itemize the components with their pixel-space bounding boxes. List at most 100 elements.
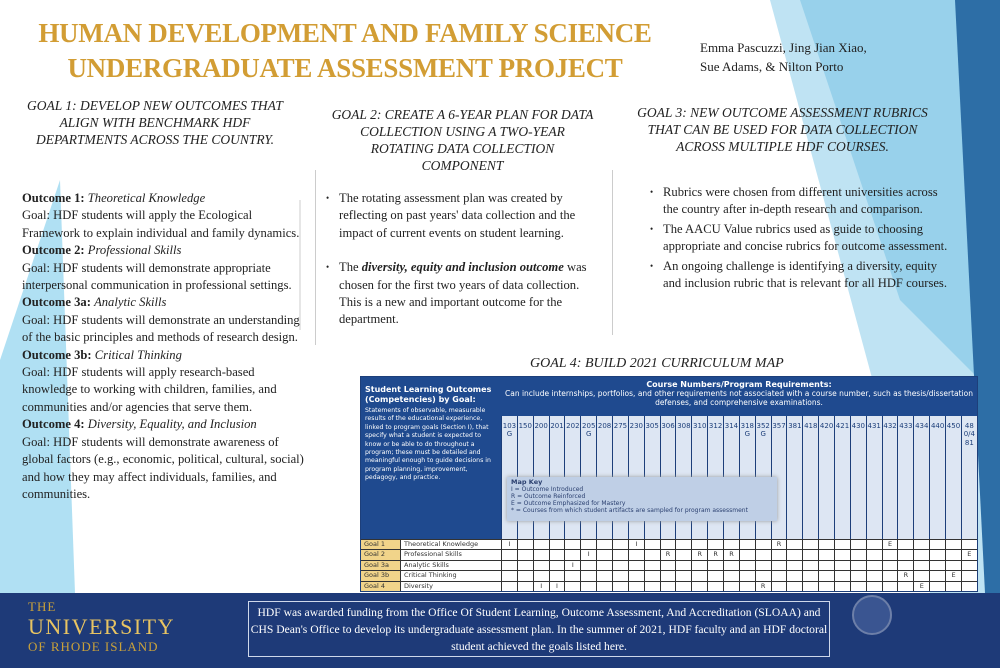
map-cell (913, 550, 929, 560)
map-cell (580, 581, 596, 591)
map-cell: R (659, 550, 676, 560)
course-column-header: 432 (881, 416, 898, 539)
map-cell (627, 550, 644, 560)
table-row: Goal 3b Critical Thinking R E (361, 570, 977, 581)
map-cell (612, 571, 628, 581)
map-cell (580, 540, 596, 550)
map-cell (548, 550, 565, 560)
outcome-goal: Goal: HDF students will demonstrate awar… (22, 434, 304, 501)
map-cell (627, 581, 644, 591)
divider (612, 170, 613, 335)
map-cell (865, 540, 882, 550)
map-cell (707, 581, 723, 591)
map-cell (945, 560, 961, 571)
map-cell: R (754, 581, 771, 591)
map-cell: R (770, 540, 787, 550)
map-cell (913, 560, 929, 571)
outcome-label: Outcome 4: (22, 417, 85, 432)
bullet: Rubrics were chosen from different unive… (650, 184, 950, 219)
map-cell (770, 560, 787, 571)
course-column-header: 421 (834, 416, 850, 539)
map-cell (960, 540, 977, 550)
table-row: Goal 1 Theoretical Knowledge I I R E (361, 539, 977, 550)
map-cell (738, 540, 755, 550)
outcome-name: Professional Skills (404, 550, 462, 559)
map-cell (913, 540, 929, 550)
course-column-header: 434 (913, 416, 929, 539)
map-cell (627, 560, 644, 571)
outcome-name: Theoretical Knowledge (87, 191, 206, 205)
outcome-name: Diversity, Equality, and Inclusion (87, 417, 257, 432)
outcome-item: Outcome 1: Theoretical Knowledge Goal: HD… (22, 190, 307, 242)
map-cell (786, 571, 802, 581)
goal4-heading: Goal 4: Build 2021 Curriculum Map (530, 356, 784, 371)
map-cell (580, 571, 596, 581)
map-cell (849, 540, 866, 550)
map-cell (659, 571, 676, 581)
map-cell (596, 550, 612, 560)
map-cell: I (564, 560, 580, 571)
map-cell (612, 560, 628, 571)
outcome-item: Outcome 3a: Analytic Skills Goal: HDF stu… (22, 294, 307, 346)
divider (315, 170, 316, 345)
map-cell (738, 560, 755, 571)
goal-label: Goal 3b (361, 571, 401, 581)
table-row: Goal 3a Analytic Skills I (361, 559, 977, 571)
map-cell (723, 560, 739, 571)
map-cell (516, 540, 533, 550)
map-cell (501, 560, 517, 571)
map-cell (501, 571, 517, 581)
map-cell (881, 560, 898, 571)
course-column-header: 420 (818, 416, 834, 539)
map-cell (754, 560, 771, 571)
map-cell (596, 581, 612, 591)
map-cell (834, 560, 850, 571)
goal1-heading: Goal 1: Develop new outcomes that align … (27, 98, 283, 147)
map-cell: E (913, 581, 929, 591)
map-cell (564, 540, 580, 550)
course-column-header: 431 (865, 416, 882, 539)
map-cell (707, 571, 723, 581)
map-cell (897, 581, 913, 591)
map-cell (818, 550, 834, 560)
map-cell (516, 581, 533, 591)
map-cell (675, 581, 691, 591)
map-cell (945, 581, 961, 591)
map-cell (643, 540, 660, 550)
bullet: The diversity, equity and inclusion outc… (326, 259, 596, 329)
map-cell (532, 550, 549, 560)
map-cell (548, 571, 565, 581)
map-cell (929, 550, 945, 560)
goal3-bullets: Rubrics were chosen from different unive… (650, 184, 950, 294)
map-cell (548, 560, 565, 571)
map-cell (723, 581, 739, 591)
map-cell (913, 571, 929, 581)
poster-title: HUMAN DEVELOPMENT AND FAMILY SCIENCE UNDE… (38, 18, 652, 83)
map-cell (881, 550, 898, 560)
map-cell (802, 540, 818, 550)
map-cell (945, 540, 961, 550)
goal-label: Goal 1 (361, 540, 401, 550)
map-cell (897, 550, 913, 560)
funding-note: HDF was awarded funding from the Office … (248, 601, 830, 657)
footer: THE UNIVERSITY OF RHODE ISLAND HDF was awa… (0, 593, 1000, 668)
outcome-label: Outcome 3a: (22, 295, 91, 310)
map-cell (897, 560, 913, 571)
map-cell (770, 550, 787, 560)
map-cell (786, 581, 802, 591)
map-cell: I (627, 540, 644, 550)
authors: Emma Pascuzzi, Jing Jian Xiao, Sue Adams,… (700, 40, 867, 74)
map-cell (643, 560, 660, 571)
map-cell (786, 540, 802, 550)
map-cell (659, 560, 676, 571)
outcome-name: Professional Skills (87, 243, 182, 258)
map-cell (501, 550, 517, 560)
map-cell (580, 560, 596, 571)
map-cell (960, 581, 977, 591)
goal2-heading: Goal 2: Create a 6-year plan for data co… (331, 107, 594, 173)
map-cell (865, 560, 882, 571)
map-cell (612, 581, 628, 591)
course-column-header: 450 (945, 416, 961, 539)
curriculum-map-table: Course Numbers/Program Requirements: Can … (360, 376, 978, 592)
map-cell (818, 581, 834, 591)
